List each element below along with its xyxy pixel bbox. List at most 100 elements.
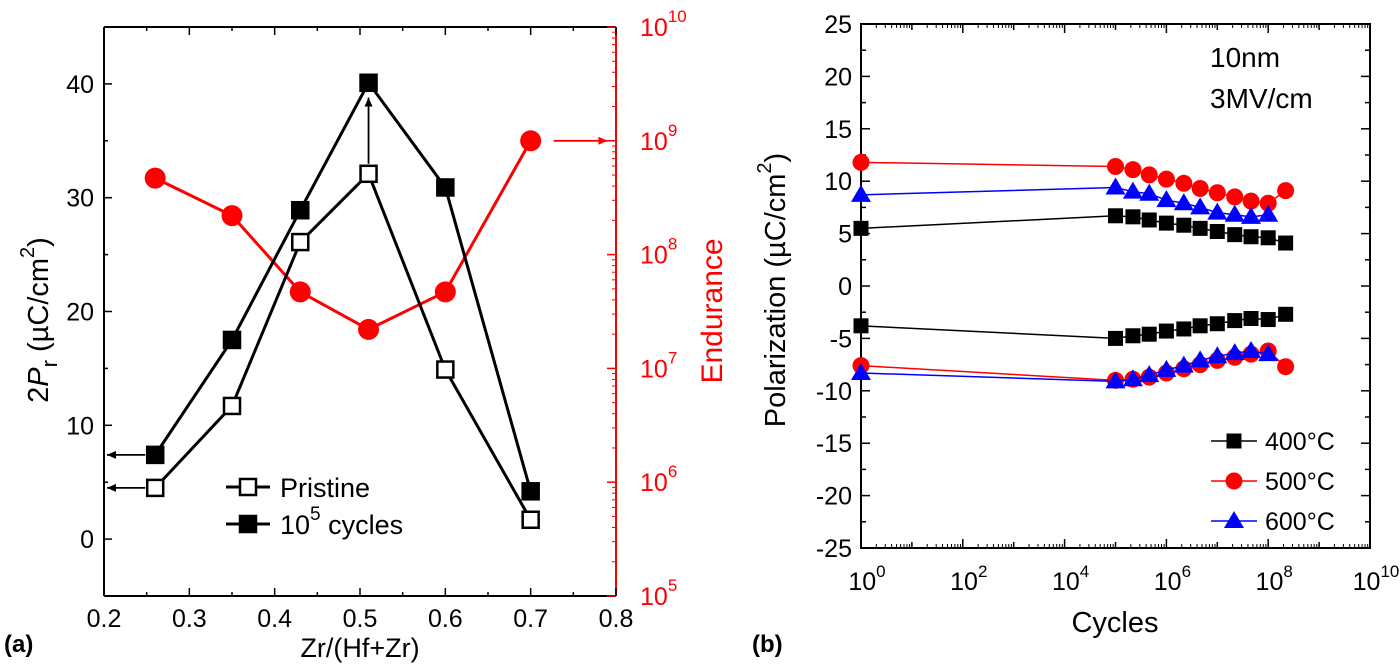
data-point: [1141, 326, 1157, 342]
arrow-up-head: [364, 97, 373, 107]
data-point: [1243, 229, 1259, 245]
legend-marker: [1225, 472, 1243, 490]
data-point: [1260, 230, 1276, 246]
data-point: [291, 232, 310, 252]
data-point: [1207, 202, 1228, 220]
legend-item: 105 cycles: [226, 504, 403, 540]
x-tick-label: 106: [1154, 562, 1191, 596]
y-tick-label: 20: [824, 63, 852, 91]
arrow-to-left-axis-head: [107, 483, 116, 492]
data-point: [359, 164, 378, 184]
y-axis-label: 2Pr (µC/cm2): [17, 237, 62, 403]
y-tick-label: 10: [824, 168, 852, 196]
data-point: [1243, 310, 1259, 326]
data-point: [1105, 177, 1126, 195]
y-tick-label: 25: [824, 11, 852, 39]
data-point: [1258, 344, 1279, 362]
arrow-up: [364, 97, 373, 164]
y2-tick-label: 1010: [640, 7, 687, 42]
data-point: [1105, 371, 1126, 389]
y-tick-label: 15: [824, 116, 852, 144]
data-point: [1139, 365, 1160, 383]
data-point: [1241, 340, 1262, 358]
data-point: [520, 130, 542, 152]
panel-label-a: (a): [4, 631, 33, 658]
data-point: [1278, 235, 1294, 251]
data-point: [1156, 359, 1177, 377]
data-point: [1227, 227, 1243, 243]
data-point: [1259, 194, 1277, 212]
data-point: [1156, 190, 1177, 208]
legend-item: 600°C: [1211, 508, 1335, 536]
data-point: [1125, 328, 1141, 344]
x-axis-label: Cycles: [1071, 607, 1158, 639]
data-point: [1158, 323, 1174, 339]
data-point: [436, 178, 455, 197]
data-point: [1192, 220, 1208, 236]
data-point: [1139, 183, 1160, 201]
y-tick-label: -20: [816, 483, 852, 511]
data-point: [1242, 192, 1260, 210]
data-point: [521, 510, 540, 530]
arrow-to-left-axis: [107, 483, 146, 492]
y2-tick-label: 107: [640, 348, 677, 383]
data-point: [1140, 166, 1158, 184]
x-tick-label: 100: [848, 562, 885, 596]
x-tick-label: 0.3: [172, 605, 207, 633]
panel-b: -25 -20 -15 -10 -5 0 5 10 15 20 25 100 102 104 106 108 1…: [752, 11, 1399, 658]
series-0: [853, 208, 1294, 346]
data-point: [852, 153, 870, 171]
arrow-to-left-axis-head: [107, 450, 116, 459]
data-point: [221, 205, 243, 227]
y-tick-label: 10: [66, 412, 94, 440]
y2-tick-label: 108: [640, 235, 677, 270]
data-point: [1157, 170, 1175, 188]
y-tick-label: 20: [66, 299, 94, 327]
x-axis-label: Zr/(Hf+Zr): [300, 633, 419, 663]
data-point: [434, 281, 456, 303]
data-point: [1158, 215, 1174, 231]
data-point: [145, 478, 165, 498]
data-point: [222, 330, 242, 350]
data-point: [222, 396, 242, 416]
y-tick-label: -10: [816, 378, 852, 406]
annotation-field: 3MV/cm: [1210, 83, 1313, 114]
x-tick-label: 104: [1052, 562, 1089, 596]
x-tick-label: 0.6: [428, 605, 463, 633]
series-line-2: [154, 140, 532, 332]
data-point: [359, 73, 378, 93]
x-tick-label: 102: [950, 562, 987, 596]
data-point: [1209, 224, 1225, 240]
data-point: [1224, 204, 1245, 222]
data-point: [1173, 355, 1194, 373]
data-point: [1173, 193, 1194, 211]
x-tick-label: 1010: [1353, 562, 1400, 596]
data-point: [851, 184, 871, 202]
data-point: [1258, 204, 1279, 222]
y-tick-label: 40: [66, 71, 94, 99]
y2-axis-label: Endurance: [696, 238, 729, 383]
x-tick-label: 0.5: [343, 605, 378, 633]
data-point: [145, 445, 165, 465]
data-point: [436, 360, 455, 379]
data-point: [1192, 318, 1208, 334]
legend-label: 500°C: [1265, 468, 1335, 496]
x-tick-label: 0.7: [513, 605, 548, 633]
data-point: [1175, 174, 1193, 192]
data-point: [1141, 212, 1157, 228]
legend-marker: [238, 477, 258, 497]
y-tick-label: -5: [830, 325, 852, 353]
data-point: [358, 318, 380, 340]
data-point: [1108, 330, 1123, 346]
x-tick-label: 108: [1256, 562, 1293, 596]
data-point: [1122, 369, 1143, 387]
data-point: [1209, 316, 1225, 332]
data-point: [289, 281, 311, 303]
legend-item: 500°C: [1211, 468, 1335, 496]
data-point: [1190, 350, 1211, 368]
y-tick-label: 0: [838, 273, 852, 301]
legend-label: 105 cycles: [280, 504, 403, 540]
data-point: [1122, 181, 1143, 199]
